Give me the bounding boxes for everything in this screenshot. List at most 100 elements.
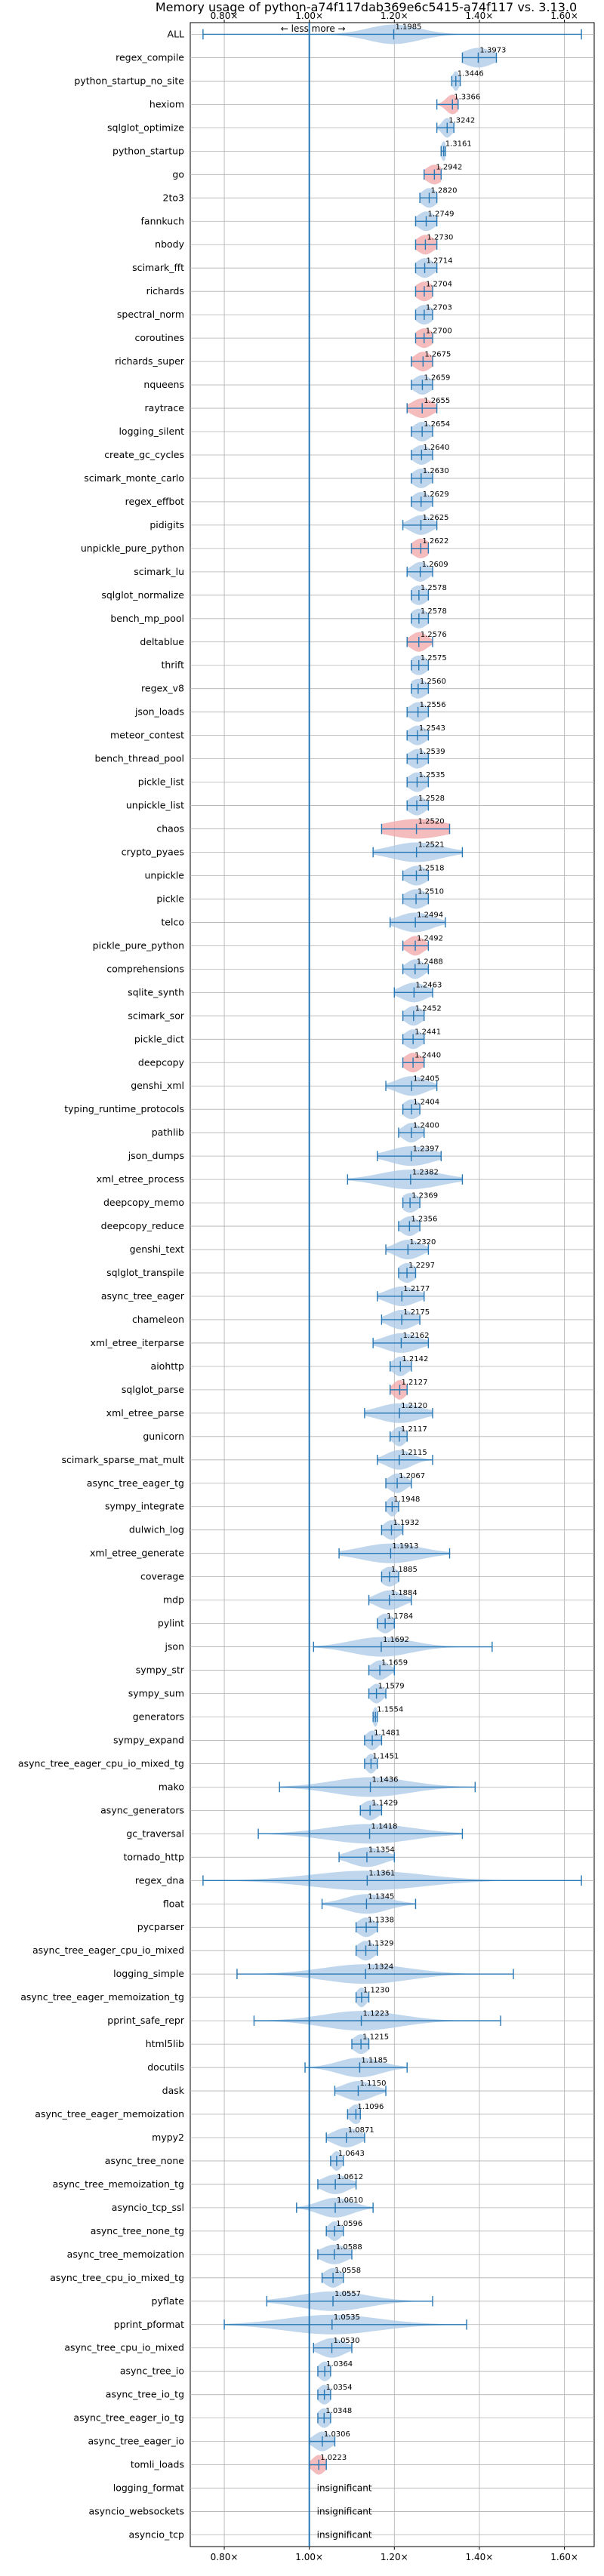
- benchmark-label: async_tree_io_tg: [106, 2389, 184, 2400]
- x-tick-label-bottom: 1.20×: [381, 2552, 408, 2562]
- median-value-label: 1.2640: [423, 444, 449, 452]
- benchmark-label: typing_runtime_protocols: [64, 1103, 184, 1114]
- median-value-label: 1.2492: [417, 935, 443, 943]
- benchmark-label: xml_etree_parse: [106, 1407, 185, 1419]
- benchmark-label: go: [172, 168, 184, 180]
- median-value-label: 1.2521: [418, 841, 445, 850]
- benchmark-label: chameleon: [132, 1314, 184, 1325]
- median-value-label: 1.2659: [424, 373, 450, 382]
- median-value-label: 1.2820: [430, 186, 457, 195]
- benchmark-label: python_startup_no_site: [74, 75, 184, 86]
- median-value-label: 1.0610: [337, 2196, 363, 2205]
- benchmark-label: bench_mp_pool: [110, 613, 184, 624]
- benchmark-label: async_tree_eager_io_tg: [73, 2412, 184, 2424]
- benchmark-label: pathlib: [152, 1127, 184, 1138]
- benchmark-label: pickle: [156, 893, 184, 904]
- benchmark-label: sqlite_synth: [128, 986, 184, 998]
- median-value-label: 1.1913: [392, 1542, 418, 1551]
- benchmark-label: raytrace: [145, 402, 185, 413]
- benchmark-label: nbody: [155, 238, 184, 250]
- benchmark-label: logging_silent: [119, 426, 184, 437]
- median-value-label: 1.1692: [383, 1636, 409, 1644]
- benchmark-labels: ALL regex_compile python_startup_no_sitehe…: [18, 28, 185, 2540]
- median-value-label: 1.2655: [424, 397, 450, 405]
- median-value-label: 1.2488: [417, 958, 443, 967]
- median-value-label: 1.2441: [414, 1028, 441, 1036]
- x-axis-bottom: 0.80× 1.00× 1.20× 1.40× 1.60×: [211, 2547, 578, 2562]
- median-value-label: 1.2356: [411, 1215, 437, 1223]
- benchmark-label: async_tree_eager_cpu_io_mixed_tg: [18, 1757, 184, 1769]
- median-value-label: 1.1885: [391, 1566, 418, 1574]
- plot-frame: [190, 22, 595, 2547]
- median-value-label: 1.2560: [420, 678, 446, 686]
- benchmark-label: float: [163, 1898, 184, 1909]
- benchmark-label: ALL: [168, 28, 185, 39]
- median-value-label: 1.2142: [402, 1355, 428, 1363]
- median-value-label: 1.2625: [423, 514, 449, 522]
- benchmark-label: sqlglot_transpile: [106, 1267, 184, 1278]
- violin-group: [202, 24, 582, 2475]
- median-value-label: 1.0223: [320, 2454, 347, 2462]
- median-value-label: 1.2520: [418, 818, 445, 826]
- median-value-label: 1.2700: [426, 327, 452, 335]
- x-tick-label-top: 1.60×: [550, 11, 578, 21]
- x-tick-label-bottom: 1.40×: [466, 2552, 494, 2562]
- benchmark-label: thrift: [161, 659, 184, 671]
- benchmark-label: mypy2: [152, 2132, 184, 2143]
- benchmark-label: scimark_sor: [128, 1010, 184, 1021]
- median-value-label: 1.0558: [334, 2267, 361, 2275]
- median-value-label: 1.1223: [363, 2009, 390, 2018]
- median-value-label: 1.0364: [326, 2360, 353, 2369]
- benchmark-label: pidigits: [149, 519, 184, 530]
- x-tick-label-bottom: 1.00×: [295, 2552, 323, 2562]
- median-value-label: 1.1354: [368, 1846, 395, 1855]
- benchmark-label: tornado_http: [123, 1851, 184, 1862]
- benchmark-label: pycparser: [137, 1921, 185, 1932]
- median-value-label: 1.2400: [413, 1121, 439, 1130]
- benchmark-label: docutils: [147, 2061, 184, 2073]
- median-value-label: 1.2539: [419, 748, 445, 756]
- benchmark-label: meteor_contest: [110, 730, 184, 741]
- benchmark-label: scimark_monte_carlo: [84, 472, 184, 484]
- median-value-label: 1.2528: [418, 795, 445, 803]
- benchmark-label: async_tree_io: [120, 2365, 184, 2377]
- benchmark-label: regex_effbot: [125, 496, 184, 507]
- benchmark-label: scimark_fft: [132, 262, 184, 273]
- median-value-label: 1.2127: [401, 1379, 427, 1387]
- benchmark-label: asyncio_websockets: [88, 2506, 184, 2517]
- median-value-label: 1.2115: [401, 1449, 427, 1457]
- median-value-label: 1.2703: [426, 303, 452, 312]
- benchmark-label: richards_super: [115, 355, 185, 367]
- benchmark-label: logging_format: [113, 2482, 184, 2494]
- benchmark-label: sympy_expand: [113, 1734, 184, 1745]
- median-value-label: 1.2578: [421, 607, 447, 616]
- benchmark-label: dulwich_log: [129, 1524, 184, 1535]
- median-value-label: 1.2120: [401, 1402, 427, 1410]
- benchmark-label: deepcopy_memo: [103, 1197, 184, 1208]
- median-value-label: 1.2576: [421, 631, 447, 639]
- benchmark-label: async_tree_cpu_io_mixed: [64, 2342, 184, 2353]
- x-axis-top: 0.80× 1.00× 1.20× 1.40× 1.60×: [211, 11, 578, 23]
- median-value-label: 1.1150: [359, 2080, 386, 2088]
- median-value-label: 1.2749: [427, 210, 454, 218]
- median-value-label: 1.2175: [403, 1308, 430, 1317]
- benchmark-label: json_dumps: [128, 1150, 184, 1161]
- benchmark-label: bench_thread_pool: [94, 753, 184, 764]
- benchmark-label: async_tree_eager_tg: [87, 1477, 184, 1489]
- insignificant-label: insignificant: [317, 2530, 372, 2541]
- benchmark-label: telco: [161, 916, 184, 927]
- benchmark-label: dask: [162, 2085, 185, 2096]
- benchmark-label: crypto_pyaes: [122, 847, 184, 858]
- benchmark-label: async_generators: [100, 1804, 184, 1815]
- benchmark-label: gc_traversal: [126, 1827, 184, 1839]
- median-value-label: 1.2556: [420, 701, 446, 709]
- median-value-label: 1.2397: [413, 1145, 439, 1153]
- median-value-label: 1.1418: [371, 1823, 398, 1831]
- median-value-label: 1.2117: [401, 1425, 427, 1434]
- median-value-label: 1.2463: [415, 982, 442, 990]
- median-value-label: 1.0588: [336, 2243, 362, 2252]
- median-value-label: 1.0535: [334, 2313, 360, 2322]
- benchmark-label: async_tree_none: [105, 2155, 185, 2166]
- median-value-label: 1.1329: [368, 1939, 394, 1947]
